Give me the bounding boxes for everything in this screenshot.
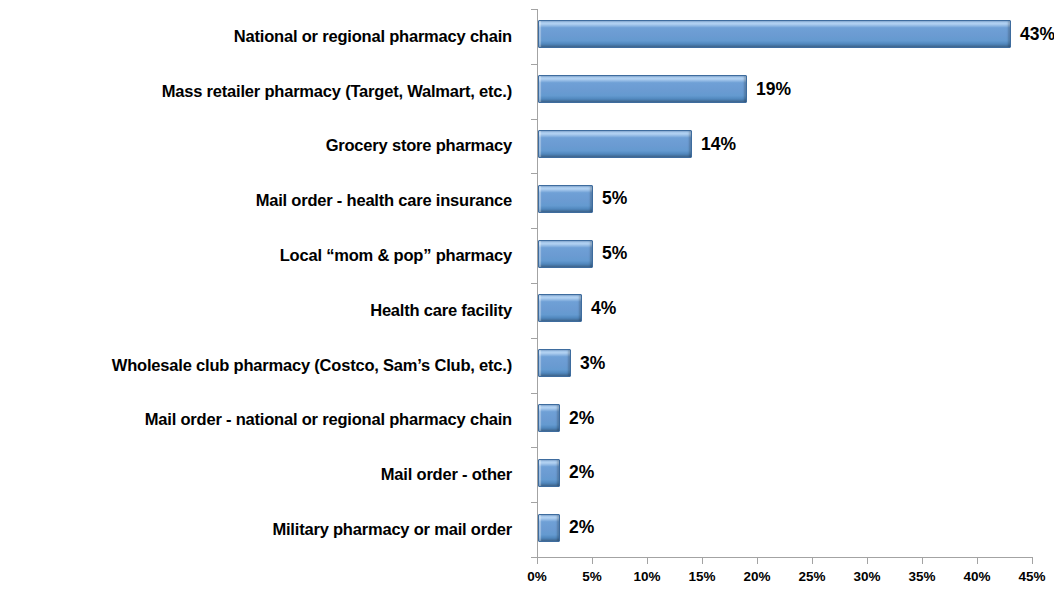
- value-label: 5%: [602, 185, 627, 213]
- value-label: 3%: [580, 349, 605, 377]
- value-label: 5%: [602, 240, 627, 268]
- value-label: 2%: [569, 459, 594, 487]
- bar: [538, 349, 571, 377]
- category-label: Local “mom & pop” pharmacy: [0, 228, 537, 283]
- y-axis-tick: [531, 119, 537, 120]
- value-label: 14%: [701, 130, 736, 158]
- y-axis-tick: [531, 502, 537, 503]
- bar-chart-figure: National or regional pharmacy chainMass …: [0, 0, 1054, 593]
- category-label: Mail order - health care insurance: [0, 173, 537, 228]
- bar: [538, 404, 560, 432]
- category-label: Wholesale club pharmacy (Costco, Sam’s C…: [0, 338, 537, 393]
- bar: [538, 130, 692, 158]
- x-axis-tick: [977, 558, 978, 564]
- category-label: Mail order - national or regional pharma…: [0, 393, 537, 448]
- y-axis-tick: [531, 447, 537, 448]
- y-axis-tick: [531, 283, 537, 284]
- value-label: 43%: [1020, 20, 1054, 48]
- x-axis-tick: [702, 558, 703, 564]
- y-axis-tick: [531, 338, 537, 339]
- x-axis-tick: [592, 558, 593, 564]
- bar: [538, 240, 593, 268]
- bar: [538, 185, 593, 213]
- bar: [538, 75, 747, 103]
- bar: [538, 459, 560, 487]
- y-axis-tick: [531, 393, 537, 394]
- x-axis-tick: [537, 558, 538, 564]
- bar: [538, 294, 582, 322]
- y-axis-tick: [531, 228, 537, 229]
- x-axis-tick: [922, 558, 923, 564]
- y-axis-tick: [531, 64, 537, 65]
- category-label: Mass retailer pharmacy (Target, Walmart,…: [0, 64, 537, 119]
- x-axis-tick: [757, 558, 758, 564]
- category-label: Grocery store pharmacy: [0, 119, 537, 174]
- value-label: 4%: [591, 294, 616, 322]
- value-label: 2%: [569, 514, 594, 542]
- y-axis-tick: [531, 173, 537, 174]
- x-axis-tick: [812, 558, 813, 564]
- x-axis-tick-label: 45%: [1000, 569, 1054, 584]
- x-axis-tick: [647, 558, 648, 564]
- bar: [538, 20, 1011, 48]
- category-label: Military pharmacy or mail order: [0, 502, 537, 557]
- value-label: 2%: [569, 404, 594, 432]
- x-axis-tick: [1032, 558, 1033, 564]
- bar: [538, 514, 560, 542]
- x-axis-tick: [867, 558, 868, 564]
- category-label: National or regional pharmacy chain: [0, 9, 537, 64]
- y-axis-tick: [531, 9, 537, 10]
- category-label: Mail order - other: [0, 447, 537, 502]
- category-label: Health care facility: [0, 283, 537, 338]
- value-label: 19%: [756, 75, 791, 103]
